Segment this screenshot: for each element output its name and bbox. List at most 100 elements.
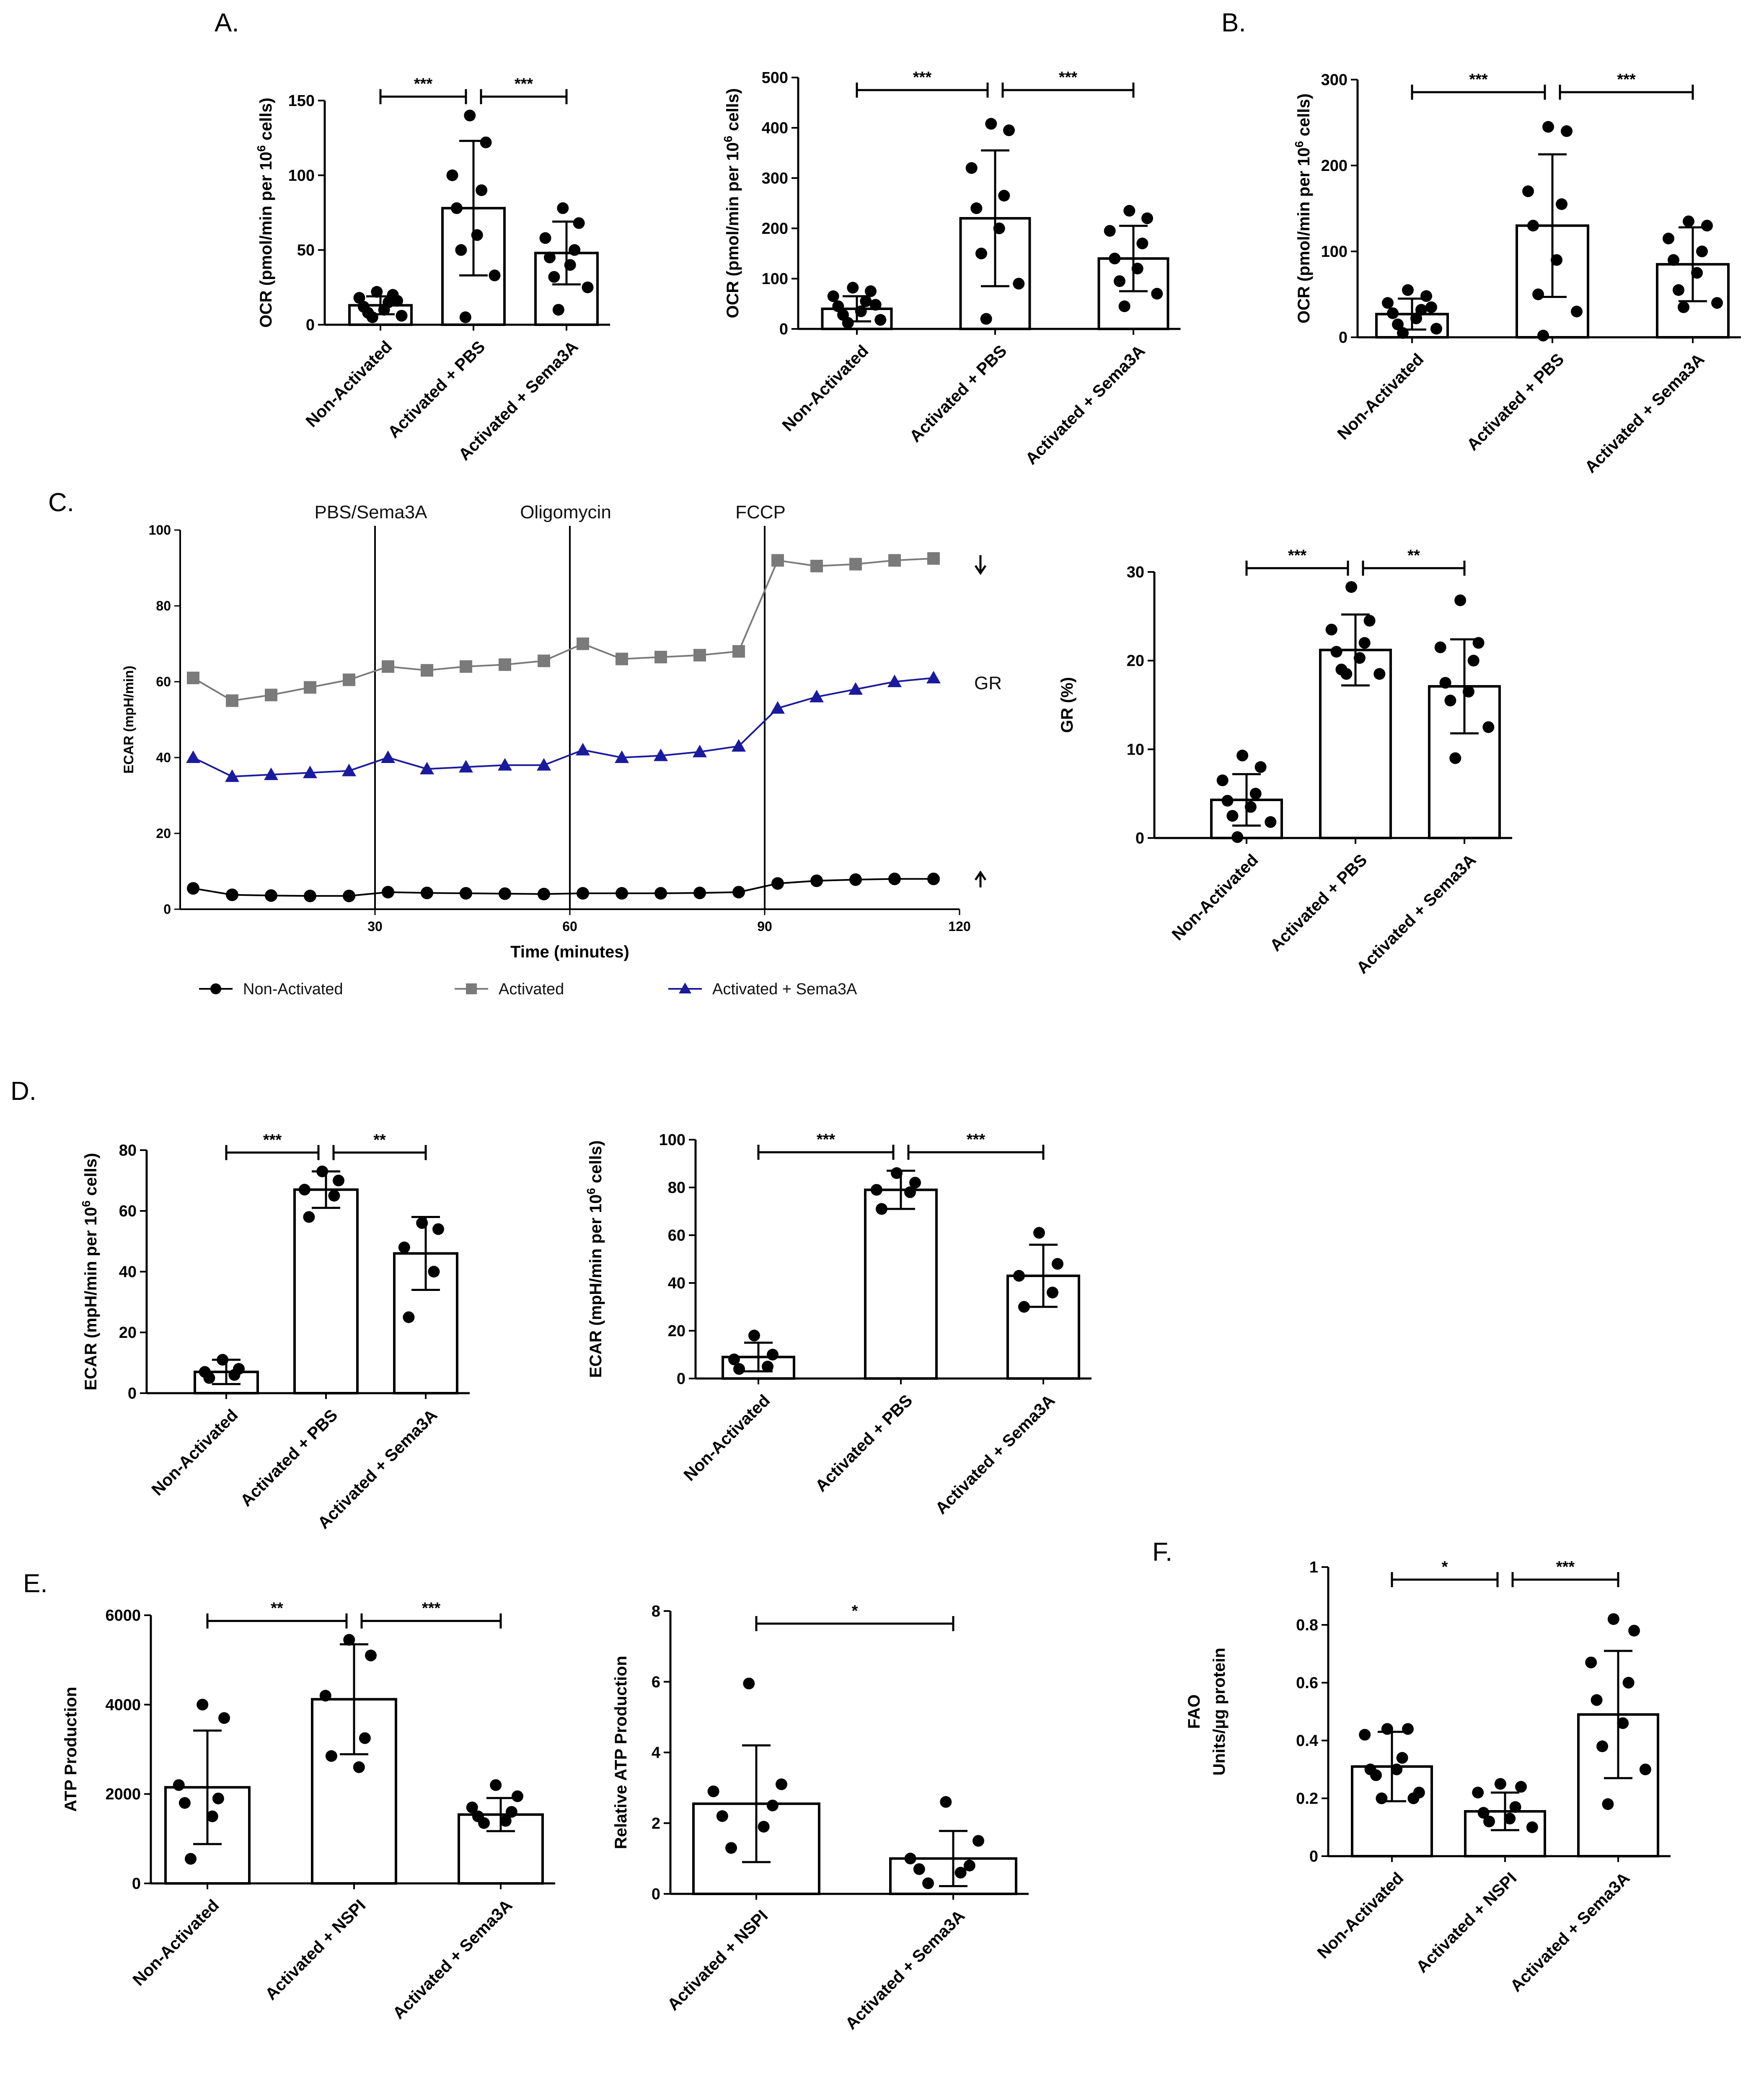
data-point <box>557 202 569 214</box>
data-point <box>1596 1740 1608 1752</box>
data-point <box>1013 278 1025 290</box>
x-category-label: Non-Activated <box>148 1406 242 1499</box>
series-marker <box>771 554 784 567</box>
data-point <box>871 1184 882 1196</box>
data-point <box>973 1835 984 1847</box>
x-category-label: Non-Activated <box>680 1391 774 1485</box>
series-marker <box>498 758 512 771</box>
data-point <box>847 282 859 294</box>
y-tick-label: 8 <box>652 1603 660 1620</box>
data-point <box>1439 677 1451 689</box>
legend-label: Activated + Sema3A <box>712 980 857 998</box>
x-tick-label: 90 <box>757 919 772 934</box>
data-point <box>869 299 882 311</box>
data-point <box>1359 1729 1371 1741</box>
x-category-label: Activated + PBS <box>906 341 1011 446</box>
data-point <box>1602 1798 1614 1810</box>
series-marker <box>304 890 316 903</box>
y-tick-label: 20 <box>119 1324 137 1342</box>
series-marker <box>420 762 434 775</box>
data-point <box>403 1311 415 1323</box>
y-tick-label: 100 <box>1321 243 1348 261</box>
significance-label: *** <box>1288 547 1307 564</box>
y-tick-label: 40 <box>668 1275 685 1292</box>
y-tick-label: 0.6 <box>1296 1674 1318 1692</box>
series-marker <box>421 664 433 677</box>
data-point <box>298 1184 310 1196</box>
data-point <box>1683 215 1694 228</box>
y-tick-label: 0 <box>1135 830 1144 847</box>
data-point <box>1617 1717 1629 1729</box>
series-marker <box>693 649 706 662</box>
series-marker <box>577 887 589 900</box>
significance-label: *** <box>414 75 433 93</box>
bar <box>1319 649 1392 840</box>
series-marker <box>304 681 316 694</box>
data-point <box>1397 327 1409 339</box>
data-point <box>365 1650 377 1661</box>
significance-label: *** <box>422 1600 441 1617</box>
data-point <box>985 118 997 130</box>
injection-label: PBS/Sema3A <box>314 502 427 522</box>
data-point <box>1363 615 1376 627</box>
y-axis-label: OCR (pmol/min per 106 cells) <box>255 98 276 328</box>
data-point <box>1537 329 1549 341</box>
data-point <box>446 169 458 181</box>
x-category-label: Activated + PBS <box>812 1391 916 1495</box>
chart-1: 0 100 200 300 400 500 OCR (pmol/min per 106 ce… <box>722 69 1181 468</box>
chart-9: 0 0.2 0.4 0.6 0.8 1 FAO Units/µg protein Non-Act… <box>1185 1558 1671 1996</box>
series-marker <box>616 652 628 665</box>
data-point <box>1711 297 1723 309</box>
panel-label-c: C. <box>48 488 74 517</box>
data-point <box>197 1699 209 1711</box>
panel-label-f: F. <box>1152 1538 1172 1567</box>
data-point <box>1663 233 1674 245</box>
series-marker <box>732 739 746 752</box>
data-point <box>512 1790 523 1802</box>
series-marker <box>343 673 355 686</box>
data-point <box>891 1167 903 1179</box>
data-point <box>552 304 564 316</box>
data-point <box>842 317 854 329</box>
data-point <box>480 136 492 148</box>
data-point <box>366 311 378 323</box>
data-point <box>998 190 1010 202</box>
x-category-label: Activated + Sema3A <box>1353 851 1479 977</box>
data-point <box>539 232 551 244</box>
series-line <box>193 878 934 897</box>
y-tick-label: 20 <box>668 1322 685 1340</box>
data-point <box>1391 1764 1403 1775</box>
data-point <box>963 1860 975 1872</box>
data-point <box>1472 637 1485 649</box>
panel-label-e: E. <box>23 1569 48 1598</box>
y-tick-label: 6000 <box>105 1607 141 1624</box>
data-point <box>1109 253 1121 264</box>
significance-label: ** <box>271 1600 283 1617</box>
series-marker <box>499 887 511 900</box>
data-point <box>1696 246 1708 257</box>
series-marker <box>499 658 511 671</box>
chart-0: 0 50 100 150 OCR (pmol/min per 106 cells) Non… <box>255 75 610 464</box>
data-point <box>217 1354 229 1366</box>
data-point <box>1477 1807 1490 1819</box>
series-marker <box>849 558 862 571</box>
series-marker <box>732 886 745 899</box>
data-point <box>1376 1792 1388 1804</box>
data-point <box>228 1369 241 1381</box>
y-tick-label: 2000 <box>105 1786 141 1803</box>
data-point <box>543 251 556 264</box>
x-category-label: Activated + Sema3A <box>1507 1869 1633 1995</box>
data-point <box>178 1797 191 1809</box>
chart-5: 0 20 40 60 80 ECAR (mpH/min per 106 cells) Non… <box>80 1131 470 1533</box>
data-point <box>333 1174 344 1187</box>
data-point <box>218 1712 230 1724</box>
y-tick-label: 0 <box>1339 329 1348 347</box>
y-tick-label: 150 <box>288 92 315 110</box>
series-marker <box>187 671 199 684</box>
data-point <box>1527 220 1539 232</box>
data-point <box>904 1852 916 1865</box>
data-point <box>1482 721 1495 733</box>
series-marker <box>576 742 590 755</box>
chart-2: 0 100 200 300 OCR (pmol/min per 106 cells) No… <box>1293 71 1741 477</box>
